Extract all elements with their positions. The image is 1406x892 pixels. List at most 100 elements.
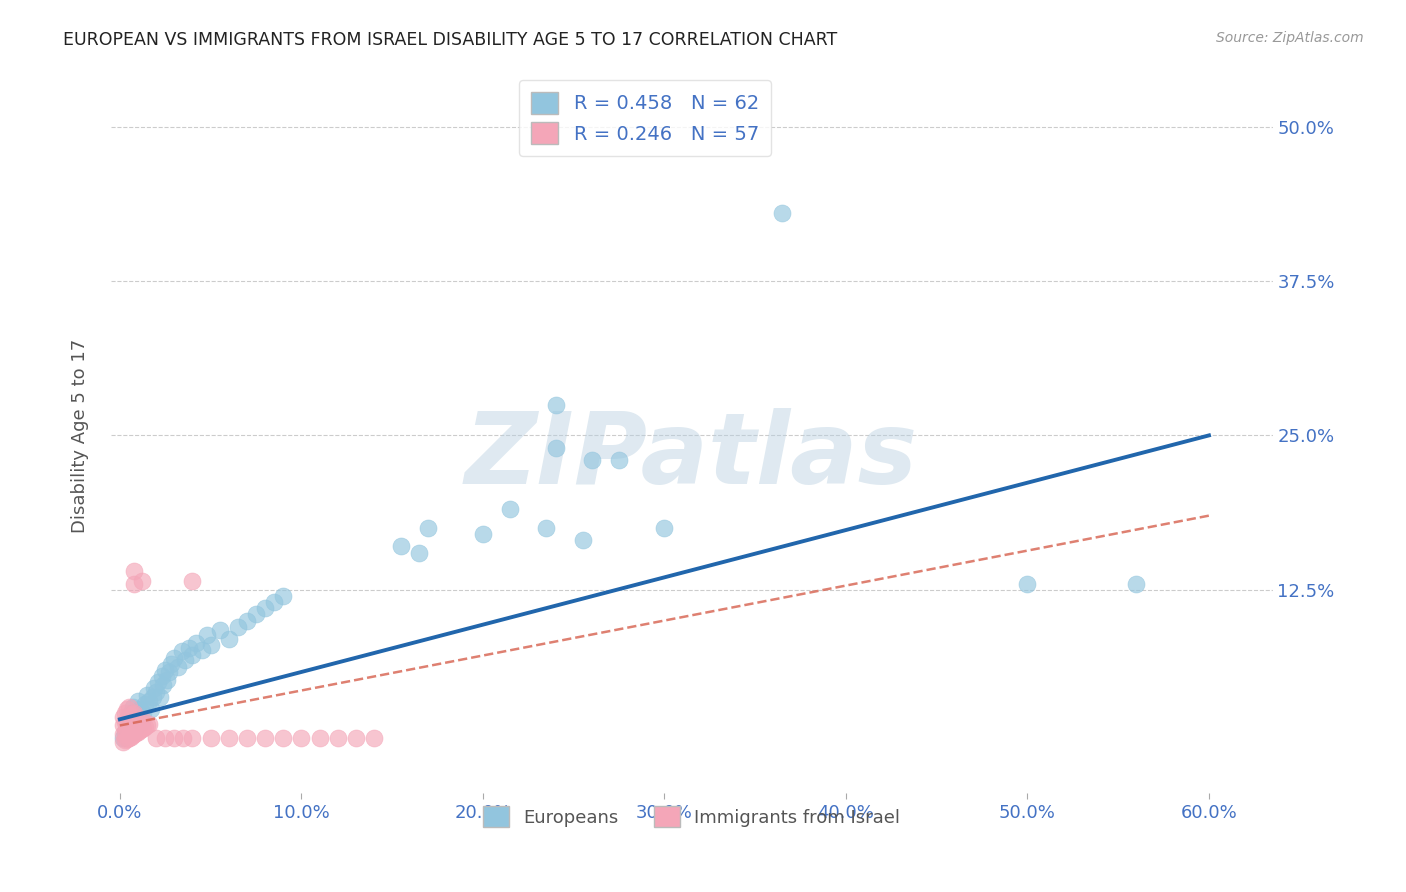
Point	[236, 731, 259, 745]
Point	[131, 574, 153, 588]
Point	[112, 731, 135, 745]
Point	[145, 731, 167, 745]
Point	[128, 714, 150, 728]
Point	[138, 717, 160, 731]
Point	[132, 706, 155, 720]
Point	[124, 727, 146, 741]
Point	[155, 731, 177, 745]
Point	[418, 521, 440, 535]
Point	[115, 722, 138, 736]
Point	[770, 206, 793, 220]
Point	[184, 636, 207, 650]
Point	[146, 675, 169, 690]
Point	[1125, 576, 1147, 591]
Point	[128, 702, 150, 716]
Point	[157, 665, 180, 680]
Point	[120, 706, 142, 720]
Point	[115, 732, 138, 747]
Point	[271, 731, 294, 745]
Point	[125, 726, 148, 740]
Point	[134, 698, 156, 712]
Point	[124, 564, 146, 578]
Point	[115, 702, 138, 716]
Point	[124, 717, 146, 731]
Point	[218, 731, 240, 745]
Point	[136, 718, 159, 732]
Point	[190, 643, 212, 657]
Point	[127, 724, 149, 739]
Point	[124, 724, 146, 739]
Legend: Europeans, Immigrants from Israel: Europeans, Immigrants from Israel	[477, 799, 907, 834]
Point	[132, 721, 155, 735]
Point	[121, 714, 143, 729]
Point	[118, 731, 141, 745]
Point	[499, 502, 522, 516]
Point	[128, 723, 150, 738]
Point	[139, 702, 162, 716]
Point	[120, 708, 142, 723]
Point	[112, 710, 135, 724]
Point	[120, 730, 142, 744]
Point	[581, 453, 603, 467]
Point	[115, 712, 138, 726]
Point	[159, 657, 181, 671]
Point	[114, 714, 136, 729]
Point	[143, 681, 166, 696]
Point	[115, 718, 138, 732]
Y-axis label: Disability Age 5 to 17: Disability Age 5 to 17	[72, 338, 89, 533]
Point	[152, 678, 174, 692]
Point	[155, 663, 177, 677]
Point	[127, 712, 149, 726]
Point	[124, 706, 146, 720]
Point	[114, 724, 136, 739]
Point	[1017, 576, 1039, 591]
Point	[136, 688, 159, 702]
Point	[120, 722, 142, 736]
Point	[254, 731, 277, 745]
Point	[114, 706, 136, 720]
Point	[218, 632, 240, 646]
Point	[170, 644, 193, 658]
Point	[174, 653, 197, 667]
Point	[326, 731, 349, 745]
Point	[389, 540, 412, 554]
Point	[118, 727, 141, 741]
Point	[172, 731, 194, 745]
Point	[125, 718, 148, 732]
Point	[181, 648, 204, 662]
Point	[290, 731, 312, 745]
Point	[121, 718, 143, 732]
Point	[177, 640, 200, 655]
Point	[200, 638, 222, 652]
Point	[163, 731, 186, 745]
Point	[181, 574, 204, 588]
Point	[131, 712, 153, 726]
Point	[124, 710, 146, 724]
Point	[114, 733, 136, 747]
Point	[195, 628, 218, 642]
Point	[571, 533, 593, 548]
Point	[131, 722, 153, 736]
Point	[141, 690, 163, 704]
Point	[118, 721, 141, 735]
Point	[149, 690, 172, 704]
Point	[114, 724, 136, 739]
Point	[607, 453, 630, 467]
Text: ZIPatlas: ZIPatlas	[465, 409, 918, 506]
Point	[112, 734, 135, 748]
Point	[118, 710, 141, 724]
Point	[145, 685, 167, 699]
Point	[150, 669, 173, 683]
Point	[121, 728, 143, 742]
Point	[226, 620, 249, 634]
Point	[118, 700, 141, 714]
Point	[156, 673, 179, 687]
Point	[112, 727, 135, 741]
Point	[408, 546, 430, 560]
Point	[121, 700, 143, 714]
Point	[167, 660, 190, 674]
Point	[245, 607, 267, 622]
Point	[112, 718, 135, 732]
Point	[120, 720, 142, 734]
Point	[127, 714, 149, 729]
